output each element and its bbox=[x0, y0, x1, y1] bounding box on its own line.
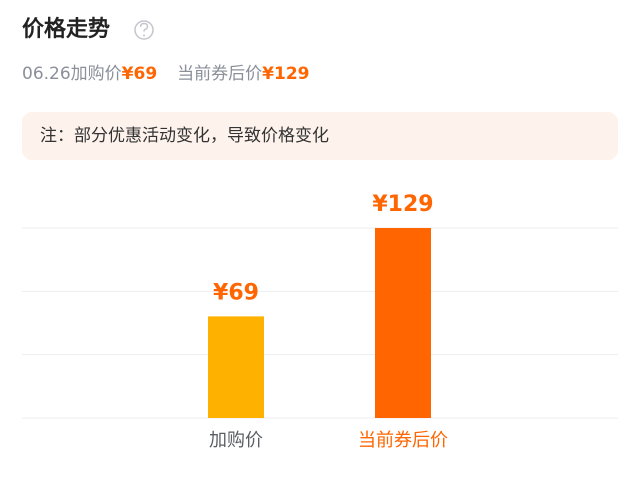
help-circle bbox=[134, 20, 154, 40]
x-tick-label: 当前券后价 bbox=[358, 430, 448, 451]
title: 价格走势 bbox=[22, 16, 110, 42]
bar bbox=[375, 228, 431, 418]
help-icon[interactable] bbox=[134, 20, 154, 40]
help-dot bbox=[143, 34, 145, 37]
summary-price: ¥69 bbox=[122, 64, 158, 84]
note: 注：部分优惠活动变化，导致价格变化 bbox=[40, 126, 329, 146]
x-tick-label: 加购价 bbox=[209, 430, 263, 451]
help-mark bbox=[139, 22, 149, 32]
note-box bbox=[22, 112, 618, 160]
summary-price: ¥129 bbox=[262, 64, 309, 84]
bar bbox=[208, 316, 264, 418]
value-label: ¥69 bbox=[213, 280, 259, 305]
value-label: ¥129 bbox=[372, 192, 433, 217]
price-summary: 06.26加购价¥69 当前券后价¥129 bbox=[22, 64, 310, 84]
summary-label: 06.26加购价 bbox=[22, 64, 122, 84]
summary-label: 当前券后价 bbox=[177, 64, 262, 84]
